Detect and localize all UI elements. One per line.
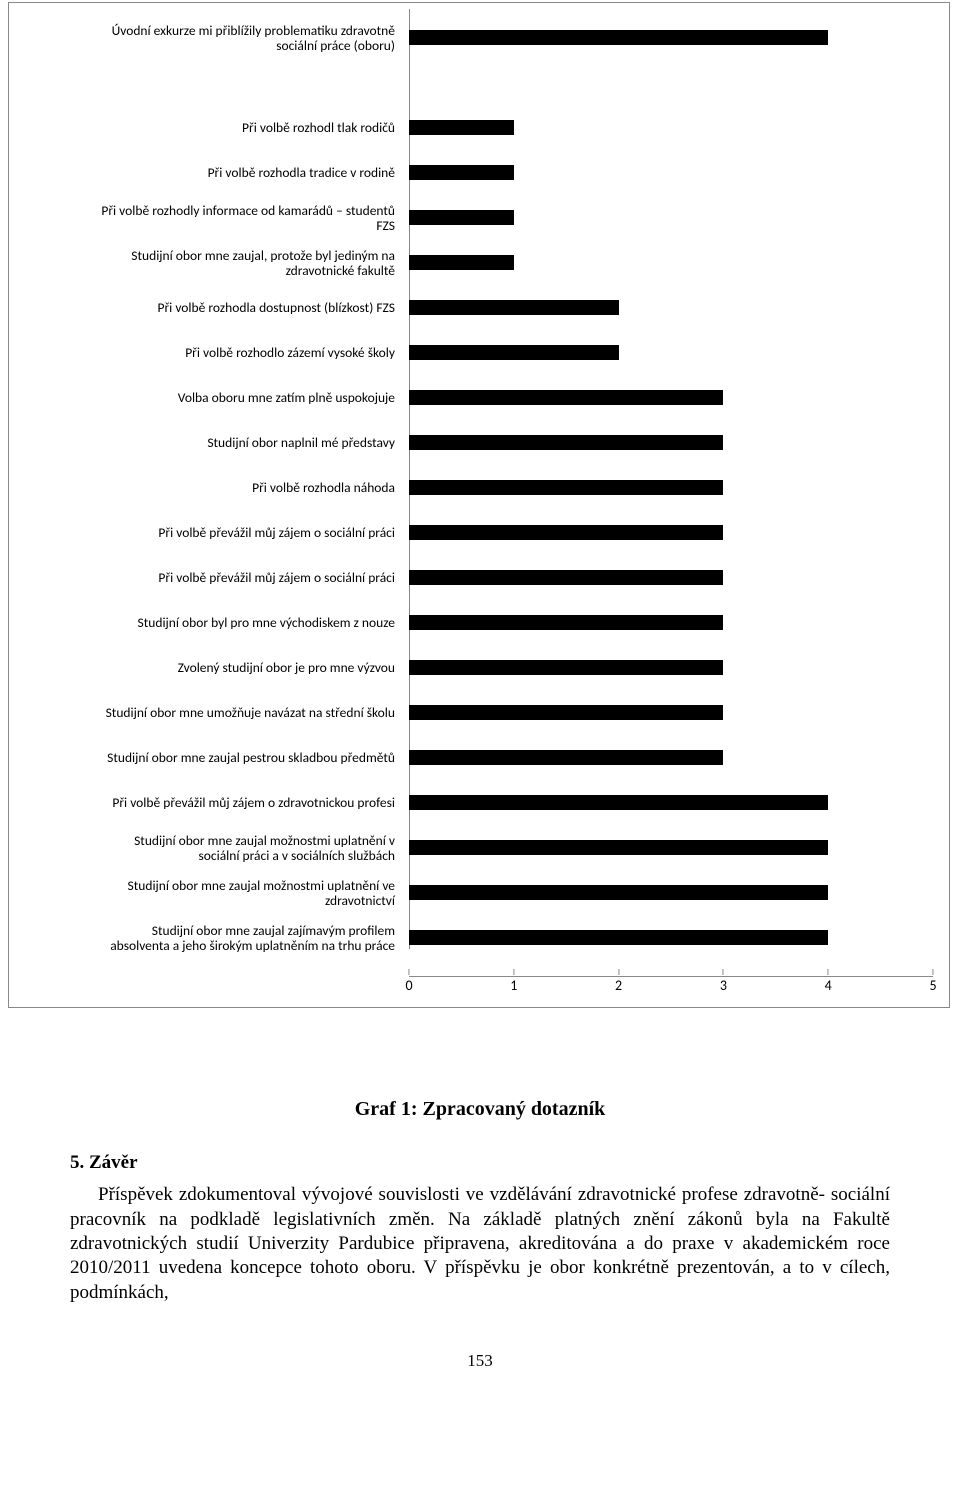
- page-number: 153: [0, 1351, 960, 1371]
- category-label: Při volbě rozhodly informace od kamarádů…: [13, 203, 395, 233]
- category-label: Při volbě rozhodla tradice v rodině: [13, 165, 395, 180]
- x-tick-label: 1: [510, 977, 517, 994]
- x-tick: 5: [929, 969, 936, 994]
- bar: [409, 885, 828, 900]
- category-label: Při volbě převážil můj zájem o zdravotni…: [13, 795, 395, 810]
- bar: [409, 30, 828, 45]
- bar: [409, 255, 514, 270]
- body-text: 5. Závěr Příspěvek zdokumentoval vývojov…: [70, 1151, 890, 1305]
- x-tick: 3: [720, 969, 727, 994]
- category-label: Studijní obor mne zaujal možnostmi uplat…: [13, 833, 395, 863]
- bar: [409, 615, 723, 630]
- bar: [409, 570, 723, 585]
- bar: [409, 300, 619, 315]
- x-tick-label: 3: [720, 977, 727, 994]
- x-tick-label: 5: [929, 977, 936, 994]
- bar: [409, 525, 723, 540]
- bar: [409, 120, 514, 135]
- bar: [409, 210, 514, 225]
- category-label: Při volbě rozhodla dostupnost (blízkost)…: [13, 300, 395, 315]
- bar: [409, 840, 828, 855]
- section-heading: 5. Závěr: [70, 1151, 890, 1175]
- bar: [409, 660, 723, 675]
- category-label: Studijní obor mne zaujal možnostmi uplat…: [13, 878, 395, 908]
- category-label: Při volbě rozhodl tlak rodičů: [13, 120, 395, 135]
- x-tick-label: 4: [825, 977, 832, 994]
- category-label: Při volbě rozhodla náhoda: [13, 480, 395, 495]
- category-label: Při volbě rozhodlo zázemí vysoké školy: [13, 345, 395, 360]
- bar-chart: Úvodní exkurze mi přiblížily problematik…: [13, 9, 941, 999]
- bar: [409, 345, 619, 360]
- category-label: Studijní obor mne zaujal pestrou skladbo…: [13, 750, 395, 765]
- bar: [409, 480, 723, 495]
- category-label: Studijní obor naplnil mé představy: [13, 435, 395, 450]
- chart-frame: Úvodní exkurze mi přiblížily problematik…: [8, 2, 950, 1008]
- category-label: Studijní obor mne umožňuje navázat na st…: [13, 705, 395, 720]
- category-label: Studijní obor mne zaujal, protože byl je…: [13, 248, 395, 278]
- category-label: Studijní obor byl pro mne východiskem z …: [13, 615, 395, 630]
- section-body: Příspěvek zdokumentoval vývojové souvisl…: [70, 1183, 890, 1305]
- x-tick: 2: [615, 969, 622, 994]
- x-tick: 4: [825, 969, 832, 994]
- chart-caption: Graf 1: Zpracovaný dotazník: [0, 1098, 960, 1121]
- category-label: Volba oboru mne zatím plně uspokojuje: [13, 390, 395, 405]
- bar: [409, 750, 723, 765]
- bar: [409, 705, 723, 720]
- bar: [409, 795, 828, 810]
- x-tick-label: 0: [405, 977, 412, 994]
- bar: [409, 930, 828, 945]
- bar: [409, 165, 514, 180]
- x-tick: 0: [405, 969, 412, 994]
- category-label: Studijní obor mne zaujal zajímavým profi…: [13, 923, 395, 953]
- category-label: Při volbě převážil můj zájem o sociální …: [13, 570, 395, 585]
- bar: [409, 435, 723, 450]
- category-label: Při volbě převážil můj zájem o sociální …: [13, 525, 395, 540]
- category-label: Úvodní exkurze mi přiblížily problematik…: [13, 23, 395, 53]
- bar: [409, 390, 723, 405]
- x-tick: 1: [510, 969, 517, 994]
- x-tick-label: 2: [615, 977, 622, 994]
- category-label: Zvolený studijní obor je pro mne výzvou: [13, 660, 395, 675]
